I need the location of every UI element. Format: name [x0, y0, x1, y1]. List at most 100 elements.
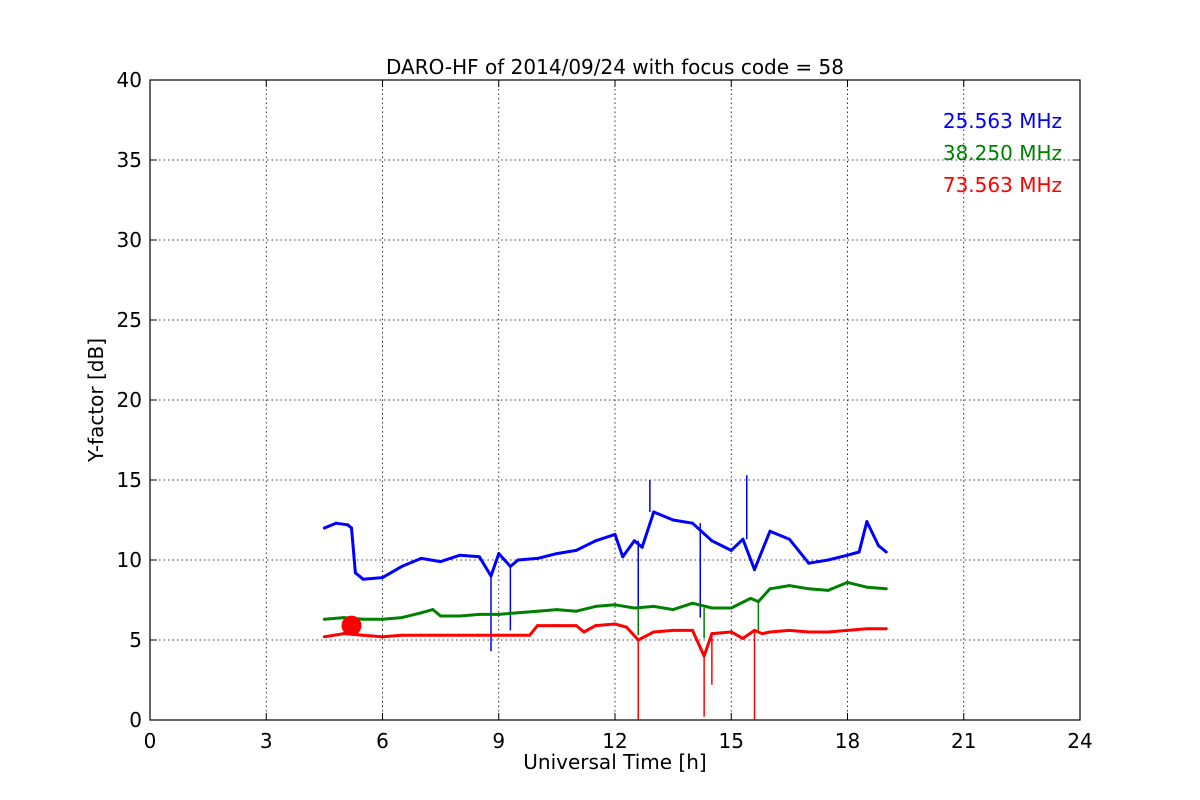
data-point [787, 628, 791, 632]
data-point [574, 548, 578, 552]
data-point [516, 633, 520, 637]
y-tick-label: 30 [117, 228, 142, 252]
data-point [787, 537, 791, 541]
data-point [787, 584, 791, 588]
data-point [381, 576, 384, 580]
series-1 [322, 475, 888, 652]
data-point [613, 532, 617, 536]
x-tick-label: 24 [1067, 729, 1092, 753]
data-point [594, 539, 598, 543]
x-axis-label: Universal Time [h] [523, 750, 706, 774]
data-point [419, 611, 423, 615]
x-tick-label: 3 [260, 729, 273, 753]
data-point [884, 627, 888, 631]
data-point [458, 553, 462, 557]
data-point [846, 553, 849, 557]
legend-entry: 38.250 MHz [943, 141, 1062, 165]
event-marker [341, 615, 362, 636]
data-point [621, 555, 625, 559]
data-point [652, 604, 656, 608]
data-point [528, 633, 532, 637]
x-tick-label: 18 [835, 729, 860, 753]
series-3 [322, 622, 888, 720]
data-point [361, 577, 365, 581]
data-point [555, 608, 559, 612]
x-tick-label: 6 [376, 729, 389, 753]
plot-series [322, 475, 888, 720]
data-point [439, 614, 443, 618]
data-point [729, 606, 733, 610]
y-tick-label: 0 [129, 708, 142, 732]
data-point [768, 587, 772, 591]
data-point [322, 635, 326, 639]
series-2 [322, 580, 888, 639]
data-point [381, 617, 384, 621]
series-line [324, 622, 887, 658]
data-point [582, 630, 586, 634]
data-point [516, 611, 520, 615]
data-point [729, 548, 733, 552]
data-point [640, 545, 644, 549]
data-point [574, 609, 578, 613]
x-tick-label: 15 [719, 729, 744, 753]
data-point [342, 632, 346, 636]
data-point [536, 556, 539, 560]
data-point [400, 616, 404, 620]
data-point [458, 633, 462, 637]
y-tick-label: 35 [117, 148, 142, 172]
data-point [594, 624, 598, 628]
data-point [334, 521, 338, 525]
chart-title: DARO-HF of 2014/09/24 with focus code = … [386, 55, 844, 79]
data-point [555, 552, 559, 556]
data-point [826, 558, 830, 562]
series-line [323, 510, 888, 581]
data-point [632, 606, 636, 610]
data-point [741, 636, 745, 640]
data-point [857, 550, 861, 554]
data-point [400, 633, 404, 637]
y-tick-label: 40 [117, 68, 142, 92]
data-point [497, 552, 501, 556]
data-point [671, 518, 675, 522]
data-point [497, 612, 501, 616]
x-tick-label: 0 [144, 729, 157, 753]
data-point [826, 630, 830, 634]
y-axis-label: Y-factor [dB] [84, 338, 108, 463]
data-point [516, 558, 520, 562]
data-point [536, 609, 539, 613]
data-point [613, 622, 617, 626]
series-line [324, 580, 887, 621]
data-point [350, 526, 353, 530]
data-point [877, 544, 880, 548]
data-point [671, 608, 675, 612]
data-point [536, 624, 539, 628]
data-point [419, 633, 423, 637]
data-point [497, 633, 501, 637]
data-point [594, 604, 598, 608]
data-point [439, 633, 443, 637]
data-point [691, 601, 694, 605]
legend-entry: 73.563 MHz [943, 173, 1062, 197]
data-point [753, 568, 756, 572]
data-point [826, 588, 830, 592]
data-point [419, 556, 423, 560]
data-point [807, 630, 811, 634]
grid-lines [150, 80, 1080, 720]
data-point [361, 617, 365, 621]
data-point [691, 628, 694, 632]
data-point [431, 608, 435, 612]
x-tick-label: 21 [951, 729, 976, 753]
data-point [625, 625, 629, 629]
data-point [381, 635, 384, 639]
y-tick-label: 25 [117, 308, 142, 332]
data-point [574, 624, 578, 628]
data-point [865, 627, 869, 631]
data-point [710, 606, 714, 610]
axis-ticks: 0 3 6 9 12 15 18 21 24 0 5 10 15 20 25 30 35 40 [117, 68, 1093, 753]
data-point [884, 587, 888, 591]
data-point [400, 564, 404, 568]
data-point [865, 585, 869, 589]
data-point [353, 571, 357, 575]
data-point [865, 520, 869, 524]
data-point [322, 526, 326, 530]
